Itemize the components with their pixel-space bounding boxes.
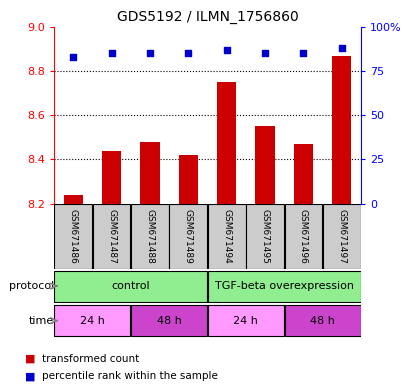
Bar [332,56,352,204]
Text: GSM671494: GSM671494 [222,209,231,263]
Point [70,54,76,60]
Point [262,50,269,56]
Bar [208,271,361,302]
Text: GSM671489: GSM671489 [184,209,193,263]
Bar [208,305,284,336]
Text: ■: ■ [25,371,35,381]
Text: control: control [111,281,150,291]
Bar [217,82,236,204]
Bar [54,204,92,269]
Text: GSM671497: GSM671497 [337,209,347,263]
Text: 24 h: 24 h [80,316,105,326]
Bar [131,204,169,269]
Bar [246,204,284,269]
Text: GSM671487: GSM671487 [107,209,116,263]
Bar [208,204,246,269]
Text: GSM671488: GSM671488 [145,209,154,263]
Bar [169,204,207,269]
Text: protocol: protocol [9,281,54,291]
Bar [93,204,130,269]
Text: GSM671495: GSM671495 [261,209,270,263]
Bar [285,305,361,336]
Bar [294,144,313,204]
Text: GSM671496: GSM671496 [299,209,308,263]
Bar [179,155,198,204]
Text: TGF-beta overexpression: TGF-beta overexpression [215,281,354,291]
Bar [256,126,275,204]
Bar [140,142,159,204]
Bar [63,195,83,204]
Bar [54,271,207,302]
Bar [54,305,130,336]
Bar [285,204,322,269]
Point [146,50,153,56]
Text: GSM671486: GSM671486 [68,209,78,263]
Bar [131,305,207,336]
Point [223,47,230,53]
Text: 48 h: 48 h [157,316,181,326]
Text: 24 h: 24 h [234,316,258,326]
Text: transformed count: transformed count [42,354,139,364]
Bar [102,151,121,204]
Text: 48 h: 48 h [310,316,335,326]
Title: GDS5192 / ILMN_1756860: GDS5192 / ILMN_1756860 [117,10,298,25]
Point [185,50,192,56]
Bar [323,204,361,269]
Point [300,50,307,56]
Point [339,45,345,51]
Text: ■: ■ [25,354,35,364]
Text: percentile rank within the sample: percentile rank within the sample [42,371,217,381]
Point [108,50,115,56]
Text: time: time [29,316,54,326]
